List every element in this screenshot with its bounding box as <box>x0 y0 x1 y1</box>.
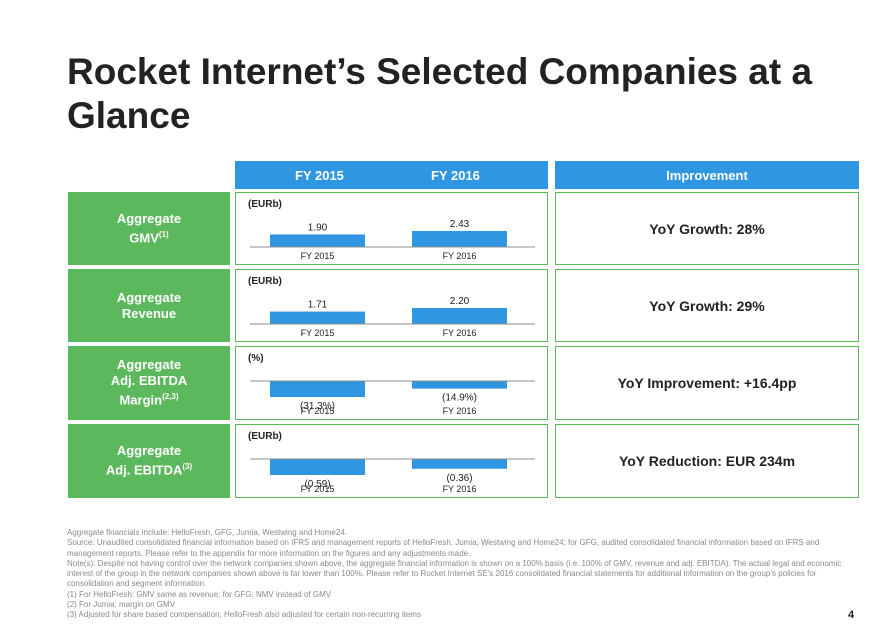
category-label: FY 2015 <box>301 328 335 338</box>
improvement-header: Improvement <box>555 161 859 189</box>
chart-unit: (%) <box>248 353 264 364</box>
chart-unit: (EURb) <box>248 199 282 210</box>
footnote: (3) Adjusted for share based compensatio… <box>67 610 421 620</box>
data-label: 2.43 <box>450 219 470 230</box>
chart-unit: (EURb) <box>248 431 282 442</box>
bar-fy-2016 <box>412 308 507 324</box>
header-fy2016: FY 2016 <box>431 168 480 183</box>
bar-fy-2016 <box>412 459 507 469</box>
data-label: (0.59) <box>304 479 330 490</box>
row-label-gmv: Aggregate GMV(1) <box>68 192 230 265</box>
row-label-sup: (3) <box>182 462 193 472</box>
row-label-ebitda: Aggregate Adj. EBITDA(3) <box>68 424 230 498</box>
data-label: (0.36) <box>446 473 472 484</box>
year-header: FY 2015 FY 2016 <box>235 161 548 189</box>
category-label: FY 2015 <box>301 251 335 261</box>
category-label: FY 2016 <box>443 328 477 338</box>
row-label-ebitda-margin: Aggregate Adj. EBITDA Margin(2,3) <box>68 346 230 420</box>
bar-fy-2015 <box>270 381 365 397</box>
page-title: Rocket Internet’s Selected Companies at … <box>67 51 813 136</box>
bar-fy-2015 <box>270 311 365 324</box>
row-label-sup: (1) <box>158 229 169 239</box>
chart-ebitda-margin: (%) (31.3%) FY 2015 (14.9%) FY 2016 <box>235 346 548 420</box>
data-label: (14.9%) <box>442 393 477 404</box>
footnote: Aggregate financials include: HelloFresh… <box>67 528 347 537</box>
header-fy2015: FY 2015 <box>295 168 344 183</box>
improvement-ebitda-margin: YoY Improvement: +16.4pp <box>555 346 859 420</box>
improvement-gmv: YoY Growth: 28% <box>555 192 859 265</box>
row-label-sup: (2,3) <box>162 392 179 402</box>
footnote: Note(s): Despite not having control over… <box>67 558 842 589</box>
footnote: Source: Unaudited consolidated financial… <box>67 538 820 558</box>
data-label: (31.3%) <box>300 401 335 412</box>
data-label: 2.20 <box>450 296 470 307</box>
data-label: 1.71 <box>308 300 328 311</box>
row-label-text: GMV <box>129 230 159 246</box>
improvement-revenue: YoY Growth: 29% <box>555 269 859 342</box>
chart-revenue: (EURb) 1.71 FY 2015 2.20 FY 2016 <box>235 269 548 342</box>
bar-fy-2015 <box>270 459 365 475</box>
chart-ebitda: (EURb) (0.59) FY 2015 (0.36) FY 2016 <box>235 424 548 498</box>
row-label-revenue: Aggregate Revenue <box>68 269 230 342</box>
footnotes: Aggregate financials include: HelloFresh… <box>67 528 847 621</box>
bar-fy-2016 <box>412 231 507 247</box>
chart-gmv: (EURb) 1.90 FY 2015 2.43 FY 2016 <box>235 192 548 265</box>
header-improvement: Improvement <box>666 168 748 183</box>
category-label: FY 2015 <box>301 406 335 416</box>
category-label: FY 2016 <box>443 406 477 416</box>
category-label: FY 2015 <box>301 484 335 494</box>
category-label: FY 2016 <box>443 484 477 494</box>
bar-fy-2015 <box>270 234 365 247</box>
footnote: (2) For Jumia: margin on GMV <box>67 600 176 610</box>
footnote: (1) For HelloFresh: GMV same as revenue;… <box>67 589 332 599</box>
page-number: 4 <box>848 609 855 621</box>
data-label: 1.90 <box>308 222 328 233</box>
chart-unit: (EURb) <box>248 276 282 287</box>
bar-fy-2016 <box>412 381 507 389</box>
improvement-ebitda: YoY Reduction: EUR 234m <box>555 424 859 498</box>
category-label: FY 2016 <box>443 251 477 261</box>
